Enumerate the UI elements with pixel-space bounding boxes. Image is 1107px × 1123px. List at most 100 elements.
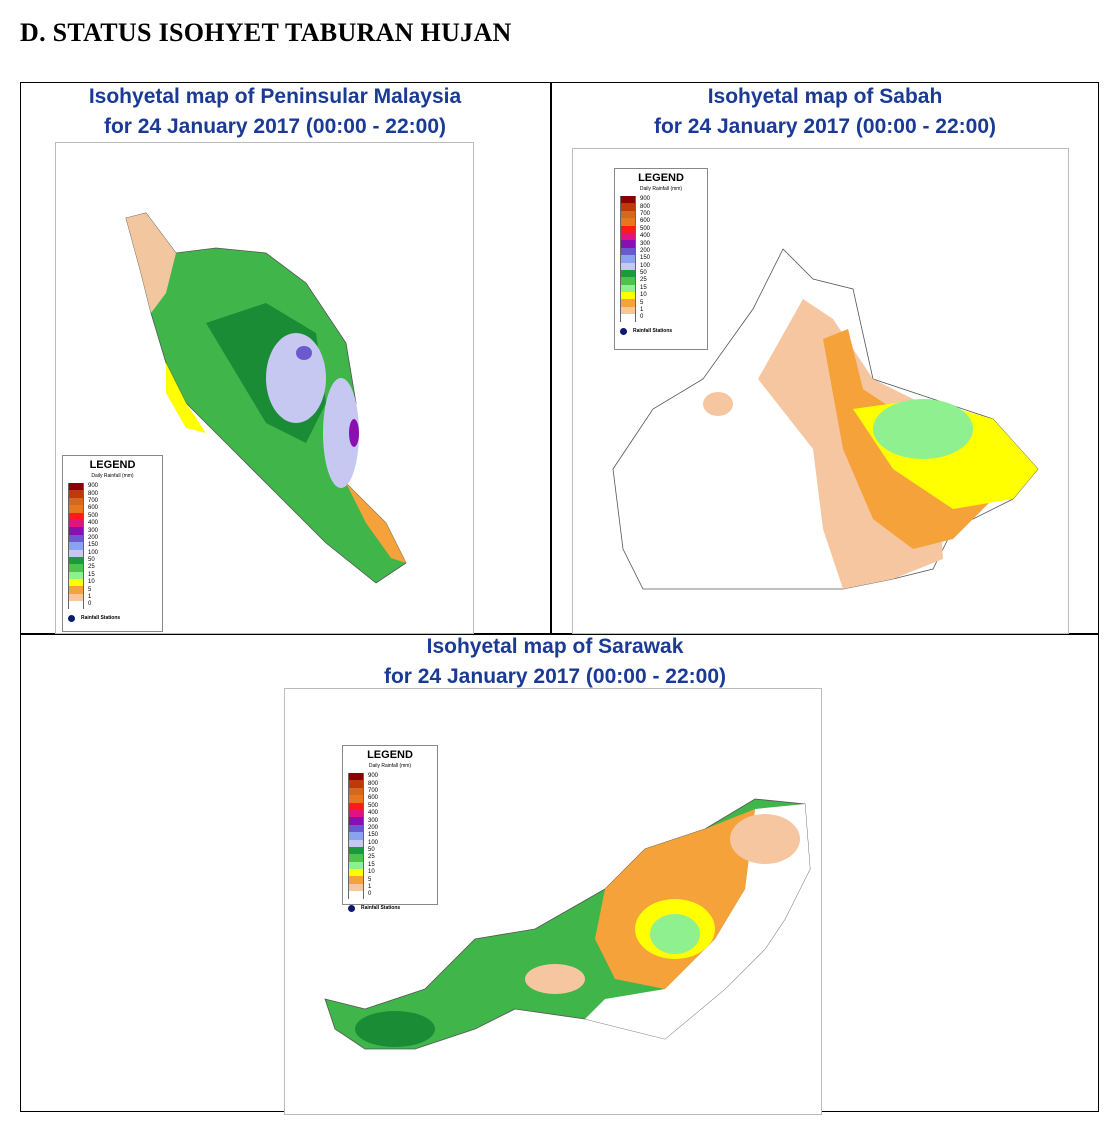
legend-swatch	[620, 269, 636, 278]
legend-stations: Rainfall Stations	[68, 614, 157, 622]
legend-swatch	[348, 795, 364, 803]
zone	[166, 363, 206, 433]
legend-swatch	[620, 203, 636, 211]
legend-swatch	[348, 832, 364, 840]
legend-row: 100	[620, 262, 702, 270]
legend-swatch	[620, 277, 636, 285]
legend-swatch	[68, 534, 84, 543]
legend-label: 300	[640, 240, 651, 247]
legend-row: 500	[348, 802, 432, 810]
legend: LEGEND Daily Rainfall (mm) 900 800 700 600 500…	[342, 745, 438, 912]
legend-label: 700	[88, 497, 99, 504]
legend-row: 800	[348, 780, 432, 788]
legend-swatch	[68, 564, 84, 572]
legend-row: 15	[68, 571, 157, 580]
legend-row: 5	[348, 876, 432, 884]
legend-swatch	[348, 809, 364, 818]
legend-row: 300	[348, 817, 432, 825]
zone	[126, 213, 176, 313]
legend-label: 300	[368, 817, 379, 824]
legend-swatch	[620, 225, 636, 233]
legend-swatch	[348, 817, 364, 825]
legend-swatch	[620, 314, 636, 322]
legend-swatch	[68, 571, 84, 580]
legend-row: 900	[348, 773, 432, 781]
legend-label: 10	[368, 869, 375, 876]
legend-swatch	[620, 247, 636, 256]
legend-label: 0	[640, 314, 644, 321]
legend-row: 50	[348, 846, 432, 855]
legend-label: 800	[88, 490, 99, 497]
title-line: Isohyetal map of Peninsular Malaysia	[88, 85, 462, 108]
legend-row: 5	[620, 299, 702, 307]
legend-row: 600	[620, 218, 702, 226]
legend-row: 300	[620, 240, 702, 248]
station-label: Rainfall Stations	[361, 905, 401, 912]
zone	[585, 804, 810, 1039]
legend-swatch	[68, 519, 84, 528]
title-line: for 24 January 2017 (00:00 - 22:00)	[653, 115, 997, 138]
legend-label: 600	[368, 795, 379, 802]
legend-subtitle: Daily Rainfall (mm)	[639, 186, 683, 192]
zone	[650, 914, 700, 954]
legend-row: 400	[68, 519, 157, 528]
legend-label: 200	[640, 247, 651, 254]
legend-swatch	[68, 490, 84, 498]
legend-swatch	[68, 593, 84, 602]
legend-label: 50	[368, 847, 375, 854]
legend-label: 1	[88, 594, 92, 601]
legend-label: 700	[368, 787, 379, 794]
divider	[550, 82, 552, 634]
legend-label: 700	[640, 210, 651, 217]
legend-label: 5	[640, 299, 644, 306]
legend-swatch	[620, 306, 636, 315]
legend-label: 150	[368, 832, 379, 839]
legend: LEGEND Daily Rainfall (mm) 900 800 700 600 500…	[614, 168, 708, 350]
zone	[346, 483, 406, 563]
legend-label: 300	[88, 527, 99, 534]
legend-row: 200	[348, 824, 432, 833]
legend-swatch	[620, 255, 636, 263]
legend-row: 50	[620, 269, 702, 278]
legend-swatch	[348, 846, 364, 855]
station-symbol	[348, 904, 355, 912]
title-line: for 24 January 2017 (00:00 - 22:00)	[383, 665, 727, 688]
legend-row: 200	[68, 534, 157, 543]
legend-label: 900	[368, 773, 379, 780]
legend-stations: Rainfall Stations	[348, 904, 432, 912]
legend-label: 1	[640, 307, 644, 314]
legend-swatch	[348, 824, 364, 833]
legend-row: 600	[348, 795, 432, 803]
legend-swatch	[620, 262, 636, 270]
legend-swatch	[620, 210, 636, 219]
legend-swatch	[620, 240, 636, 248]
map-sarawak	[284, 688, 822, 1115]
legend-label: 800	[640, 203, 651, 210]
map-sabah	[572, 148, 1069, 634]
legend-row: 150	[348, 832, 432, 840]
legend-row: 10	[620, 292, 702, 300]
zone	[730, 814, 800, 864]
legend-swatch	[68, 601, 84, 609]
divider	[20, 633, 1099, 635]
legend-swatch	[620, 284, 636, 293]
station-symbol	[620, 327, 627, 335]
legend-label: 15	[368, 861, 375, 868]
legend-row: 400	[348, 809, 432, 818]
panel-title: Isohyetal map of Peninsular Malaysia for…	[40, 82, 510, 142]
legend-swatch	[68, 497, 84, 506]
legend-label: 1	[368, 884, 372, 891]
legend-row: 25	[620, 277, 702, 285]
legend-label: 15	[88, 571, 95, 578]
legend-row: 500	[620, 225, 702, 233]
legend-row: 600	[68, 505, 157, 513]
legend-swatch	[68, 579, 84, 587]
legend-row: 0	[348, 891, 432, 899]
legend-swatch	[68, 505, 84, 513]
legend-row: 900	[68, 483, 157, 491]
legend-row: 700	[68, 497, 157, 506]
legend-row: 150	[620, 255, 702, 263]
legend-swatch	[348, 869, 364, 877]
legend-row: 15	[620, 284, 702, 293]
